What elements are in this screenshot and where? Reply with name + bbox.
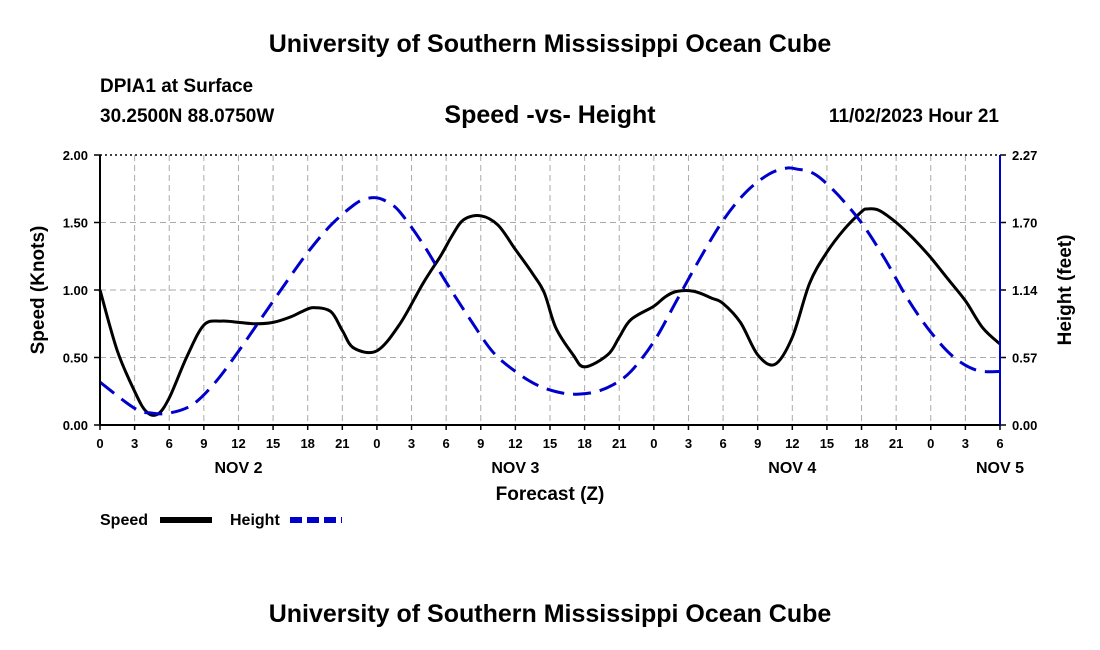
x-tick-label: 0	[96, 436, 103, 451]
x-tick-label: 15	[266, 436, 280, 451]
x-tick-label: 9	[200, 436, 207, 451]
x-tick-label: 15	[543, 436, 557, 451]
header-title: University of Southern Mississippi Ocean…	[268, 30, 832, 58]
x-axis-title: Forecast (Z)	[496, 484, 605, 505]
labels-layer: 0 3 6 9 12 15 18 21 0 3 6 9 12 15 18 21 0 3 6 9 12 15 18 21 0 3 60…	[63, 148, 1038, 477]
series-layer	[98, 166, 1002, 417]
x-tick-label: 21	[335, 436, 349, 451]
y2-axis-title: Height (feet)	[1055, 235, 1076, 346]
x-tick-label: 18	[854, 436, 868, 451]
x-tick-label: 6	[166, 436, 173, 451]
y2-tick-label: 1.70	[1012, 216, 1037, 231]
x-tick-label: 12	[508, 436, 522, 451]
x-tick-label: 3	[685, 436, 692, 451]
y-tick-label: 1.00	[63, 283, 88, 298]
y-tick-label: 1.50	[63, 216, 88, 231]
x-tick-label: 18	[577, 436, 591, 451]
axes-layer	[94, 154, 1006, 430]
x-tick-label: 3	[131, 436, 138, 451]
series-line-height	[99, 166, 1001, 416]
x-tick-label: 18	[300, 436, 314, 451]
station-label: DPIA1 at Surface	[100, 76, 254, 97]
y2-tick-label: 2.27	[1012, 148, 1037, 163]
y2-tick-label: 0.57	[1012, 351, 1037, 366]
x-tick-label: 0	[927, 436, 934, 451]
forecast-datetime: 11/02/2023 Hour 21	[828, 106, 999, 127]
footer-title: University of Southern Mississippi Ocean…	[268, 600, 832, 628]
x-tick-label: 15	[820, 436, 834, 451]
x-tick-label: 9	[477, 436, 484, 451]
y2-tick-label: 1.14	[1012, 283, 1038, 298]
date-label: NOV 5	[976, 460, 1024, 477]
x-tick-label: 6	[443, 436, 450, 451]
legend-label-height: Height	[230, 512, 280, 529]
legend-label-speed: Speed	[100, 512, 148, 529]
x-tick-label: 0	[373, 436, 380, 451]
y-tick-label: 0.50	[63, 351, 88, 366]
x-tick-label: 12	[231, 436, 245, 451]
y-axis-title: Speed (Knots)	[28, 226, 49, 355]
date-label: NOV 2	[214, 460, 262, 477]
y2-tick-label: 0.00	[1012, 418, 1037, 433]
x-tick-label: 21	[612, 436, 626, 451]
x-tick-label: 6	[996, 436, 1003, 451]
x-tick-label: 3	[408, 436, 415, 451]
y-tick-label: 0.00	[63, 418, 88, 433]
date-label: NOV 3	[491, 460, 539, 477]
x-tick-label: 21	[889, 436, 903, 451]
x-tick-label: 0	[650, 436, 657, 451]
x-tick-label: 6	[719, 436, 726, 451]
grid-layer	[100, 155, 1000, 425]
chart-title: Speed -vs- Height	[444, 101, 656, 129]
date-label: NOV 4	[768, 460, 816, 477]
x-tick-label: 12	[785, 436, 799, 451]
coordinates-label: 30.2500N 88.0750W	[100, 106, 275, 127]
x-tick-label: 3	[962, 436, 969, 451]
series-line-speed	[98, 207, 1002, 417]
legend: Speed Height	[100, 512, 342, 529]
x-tick-label: 9	[754, 436, 761, 451]
y-tick-label: 2.00	[63, 148, 88, 163]
